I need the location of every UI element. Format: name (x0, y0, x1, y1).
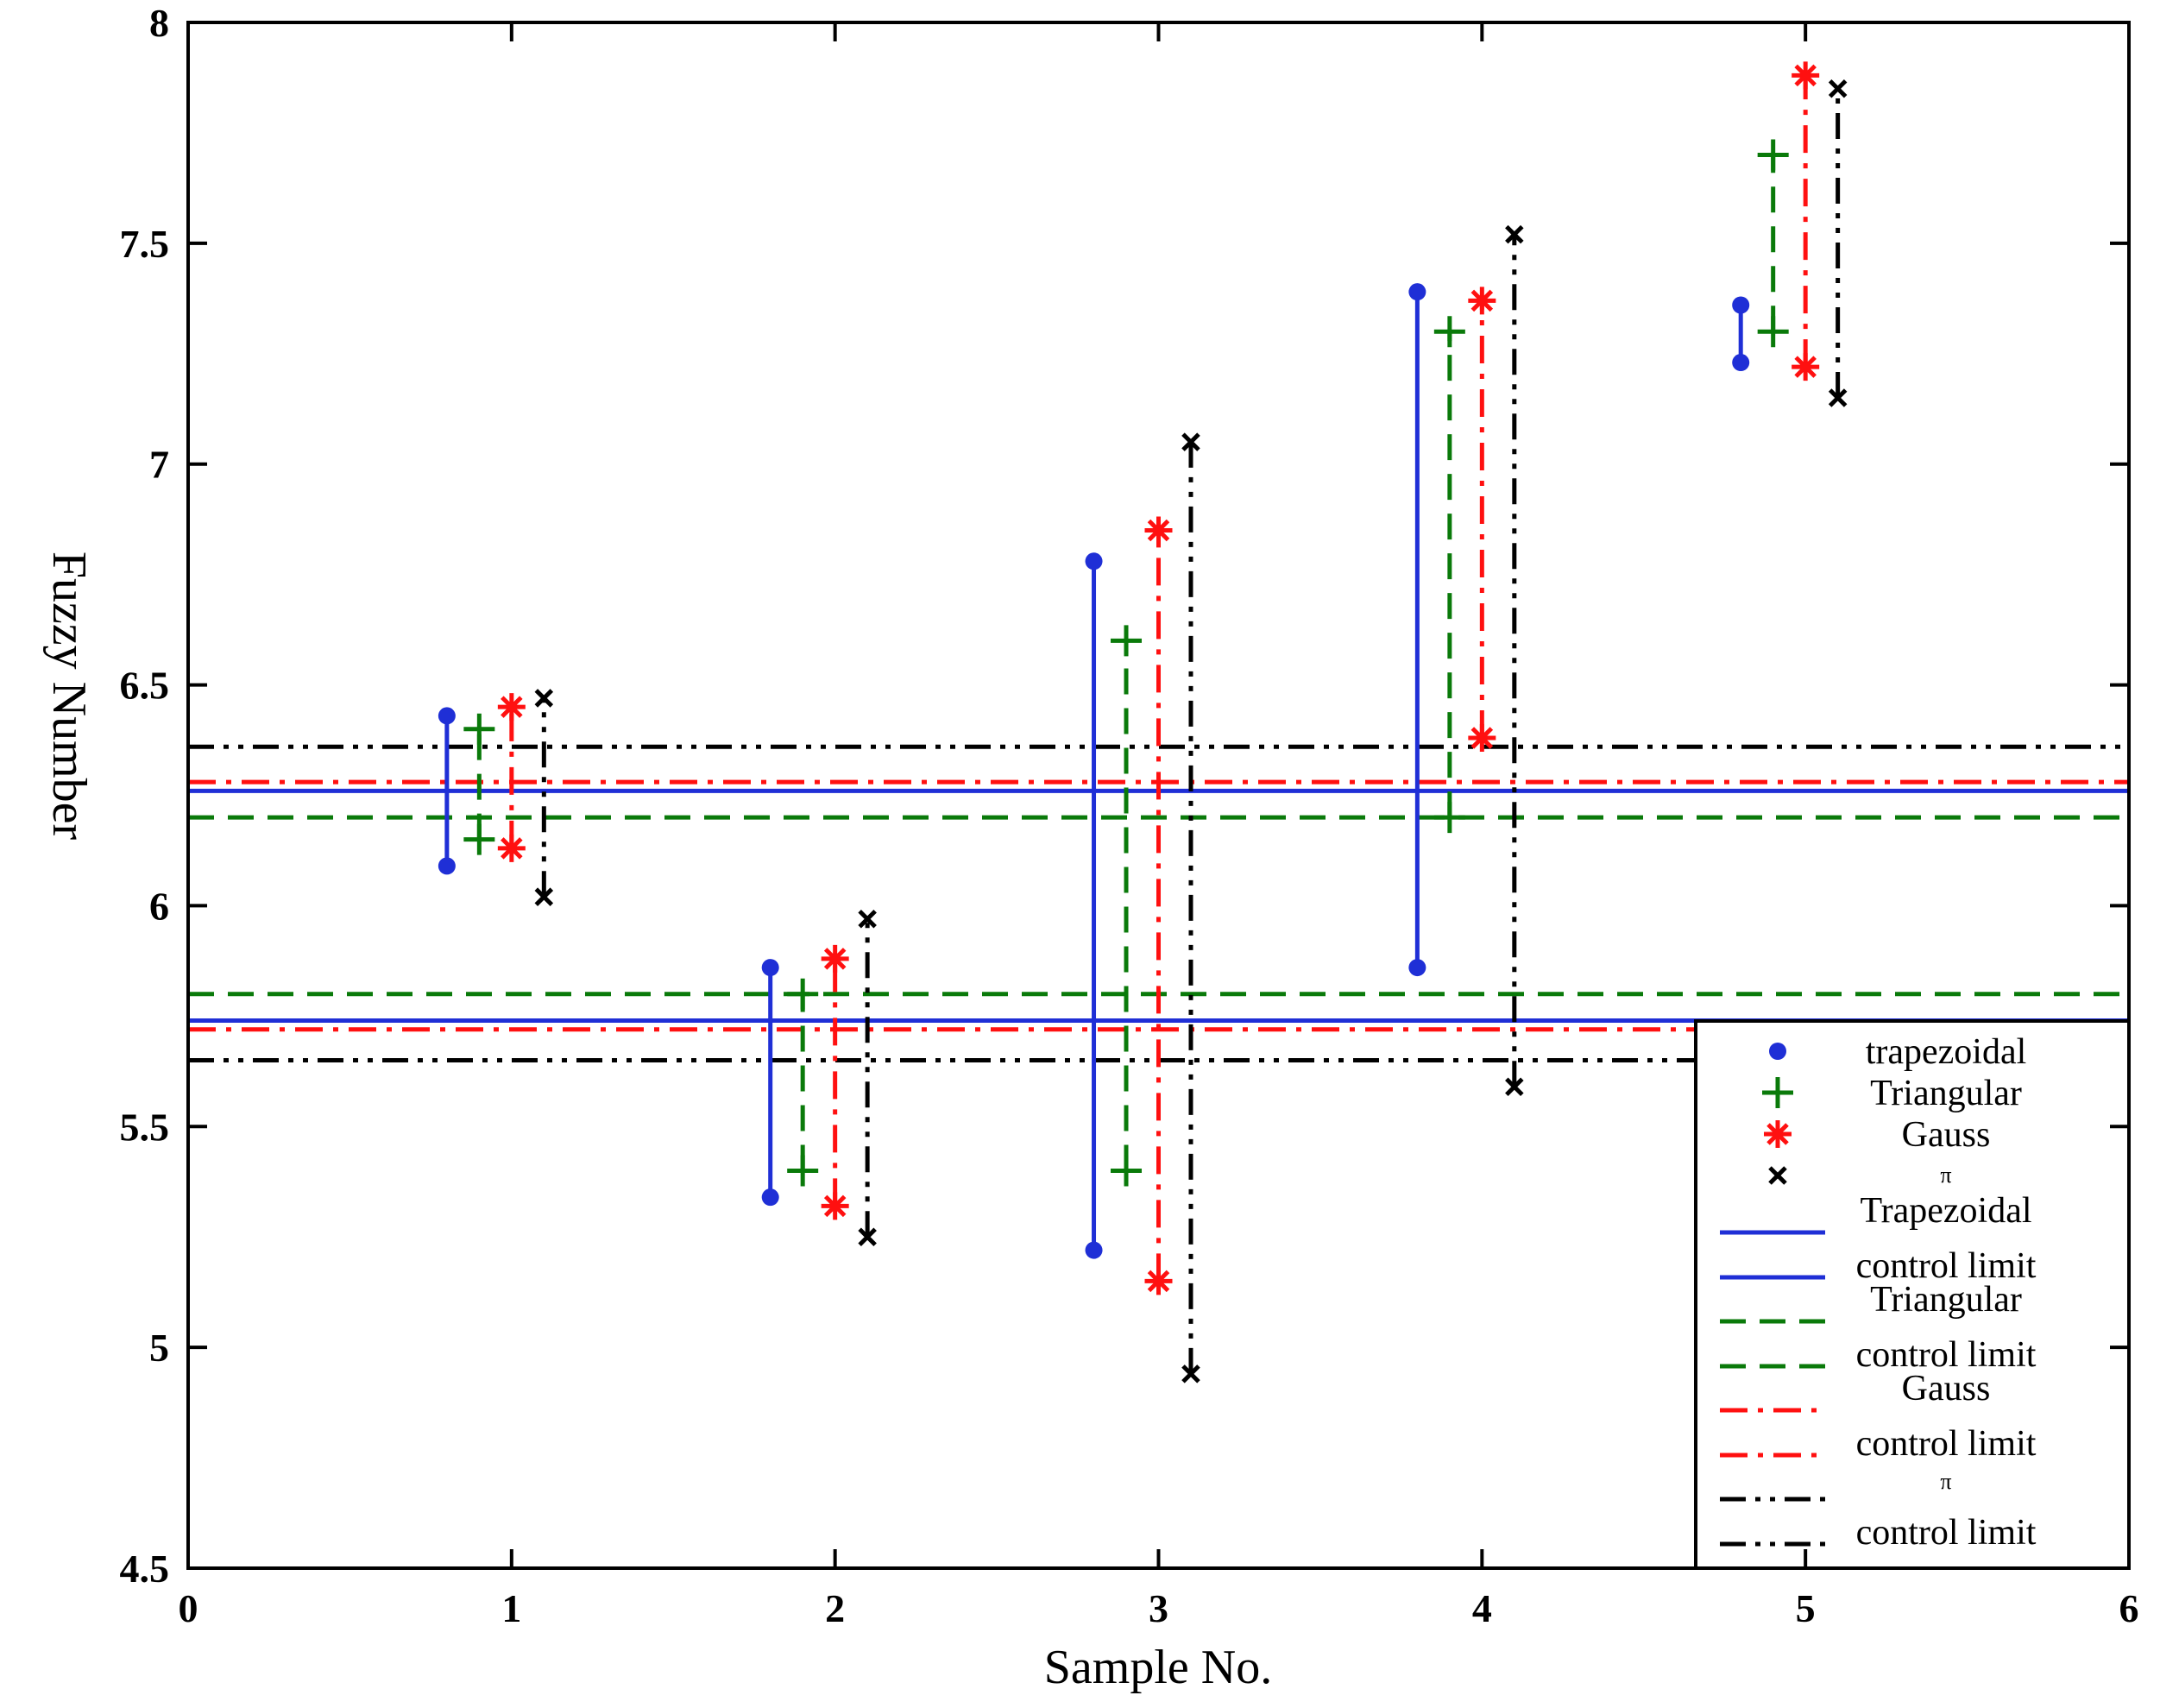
legend-marker-triangular (1762, 1077, 1793, 1108)
point-trapezoidal-1-high (438, 707, 456, 725)
legend-marker-pi (1768, 1166, 1787, 1185)
y-tick-label: 6 (149, 884, 169, 928)
series-layer (438, 61, 1848, 1383)
point-gauss-1-low (497, 834, 526, 862)
point-gauss-4-low (1468, 723, 1496, 752)
x-tick-label: 4 (1472, 1586, 1492, 1630)
point-pi-2-low (858, 1227, 877, 1246)
legend-label: π (1940, 1469, 1951, 1494)
point-pi-1-high (534, 689, 554, 708)
point-triangular-1-low (463, 823, 495, 855)
legend-marker-gauss (1764, 1120, 1792, 1148)
point-triangular-5-high (1757, 139, 1789, 171)
point-gauss-2-low (821, 1192, 849, 1220)
point-triangular-2-high (787, 978, 819, 1010)
legend-label: π (1940, 1163, 1951, 1188)
x-axis-label: Sample No. (1044, 1641, 1272, 1694)
axes-ticks: 0 1 2 3 4 5 6 4.5 5 5.5 6 6.5 7 7.5 8 (120, 1, 2139, 1630)
point-triangular-5-low (1757, 316, 1789, 348)
point-trapezoidal-2-low (761, 1188, 779, 1207)
point-trapezoidal-4-high (1408, 283, 1426, 301)
legend-label: control limit (1856, 1335, 2037, 1375)
point-triangular-4-low (1433, 802, 1465, 834)
series-trapezoidal (438, 283, 1750, 1259)
legend: trapezoidalTriangularGaussπTrapezoidalco… (1694, 1019, 2131, 1570)
legend-entry-2: Triangular (1762, 1074, 2022, 1113)
y-tick-label: 5.5 (120, 1105, 170, 1149)
point-trapezoidal-5-low (1732, 354, 1750, 372)
point-trapezoidal-1-low (438, 857, 456, 875)
x-tick-label: 1 (501, 1586, 521, 1630)
legend-entry-8: π control limit (1720, 1469, 2037, 1553)
legend-label: Gauss (1902, 1369, 1991, 1409)
point-gauss-1-high (497, 693, 526, 722)
point-triangular-4-high (1433, 316, 1465, 348)
legend-label: control limit (1856, 1424, 2037, 1464)
point-trapezoidal-4-low (1408, 959, 1426, 977)
legend-label: Trapezoidal (1860, 1191, 2031, 1231)
legend-entry-7: Gauss control limit (1720, 1369, 2037, 1464)
point-pi-3-low (1181, 1365, 1200, 1383)
legend-label: Gauss (1902, 1115, 1991, 1155)
legend-label: trapezoidal (1866, 1032, 2027, 1072)
point-trapezoidal-2-high (761, 959, 779, 977)
legend-entry-5: Trapezoidal control limit (1720, 1191, 2037, 1286)
point-triangular-3-low (1111, 1155, 1143, 1187)
legend-entry-1: trapezoidal (1769, 1032, 2026, 1072)
legend-entry-3: Gauss (1764, 1115, 1990, 1155)
x-tick-label: 3 (1149, 1586, 1168, 1630)
legend-entry-4: π (1768, 1163, 1952, 1188)
point-pi-4-low (1505, 1077, 1524, 1096)
point-pi-1-low (534, 887, 554, 906)
series-triangular (463, 139, 1789, 1187)
point-gauss-3-high (1144, 516, 1173, 545)
point-gauss-2-high (821, 944, 849, 973)
point-pi-5-high (1828, 79, 1848, 98)
legend-label: control limit (1856, 1246, 2037, 1286)
y-axis-label: Fuzzy Number (42, 551, 96, 841)
point-pi-2-high (858, 910, 877, 929)
y-tick-label: 5 (149, 1326, 169, 1370)
y-tick-label: 6.5 (120, 664, 170, 708)
point-gauss-3-low (1144, 1267, 1173, 1295)
x-tick-label: 0 (179, 1586, 198, 1630)
point-triangular-3-high (1111, 625, 1143, 657)
legend-label: control limit (1856, 1513, 2037, 1553)
point-gauss-4-high (1468, 287, 1496, 315)
x-tick-label: 2 (825, 1586, 845, 1630)
series-gauss (497, 61, 1820, 1295)
legend-label: Triangular (1870, 1280, 2022, 1320)
legend-entry-6: Triangular control limit (1720, 1280, 2037, 1375)
legend-box (1694, 1019, 2131, 1570)
point-trapezoidal-3-low (1085, 1241, 1103, 1259)
point-triangular-1-high (463, 713, 495, 745)
point-gauss-5-high (1792, 61, 1820, 90)
point-pi-5-low (1828, 388, 1848, 407)
y-tick-label: 8 (149, 1, 169, 45)
legend-marker-trapezoidal (1769, 1043, 1786, 1060)
y-tick-label: 4.5 (120, 1547, 170, 1591)
point-triangular-2-low (787, 1155, 819, 1187)
point-pi-3-high (1181, 432, 1200, 451)
x-tick-label: 5 (1796, 1586, 1816, 1630)
y-tick-label: 7.5 (120, 222, 170, 266)
y-tick-label: 7 (149, 443, 169, 487)
point-pi-4-high (1505, 224, 1524, 244)
point-trapezoidal-5-high (1732, 296, 1750, 314)
point-trapezoidal-3-high (1085, 552, 1103, 570)
point-gauss-5-low (1792, 353, 1820, 381)
series-pi (534, 79, 1848, 1383)
x-tick-label: 6 (2119, 1586, 2139, 1630)
legend-label: Triangular (1870, 1074, 2022, 1113)
